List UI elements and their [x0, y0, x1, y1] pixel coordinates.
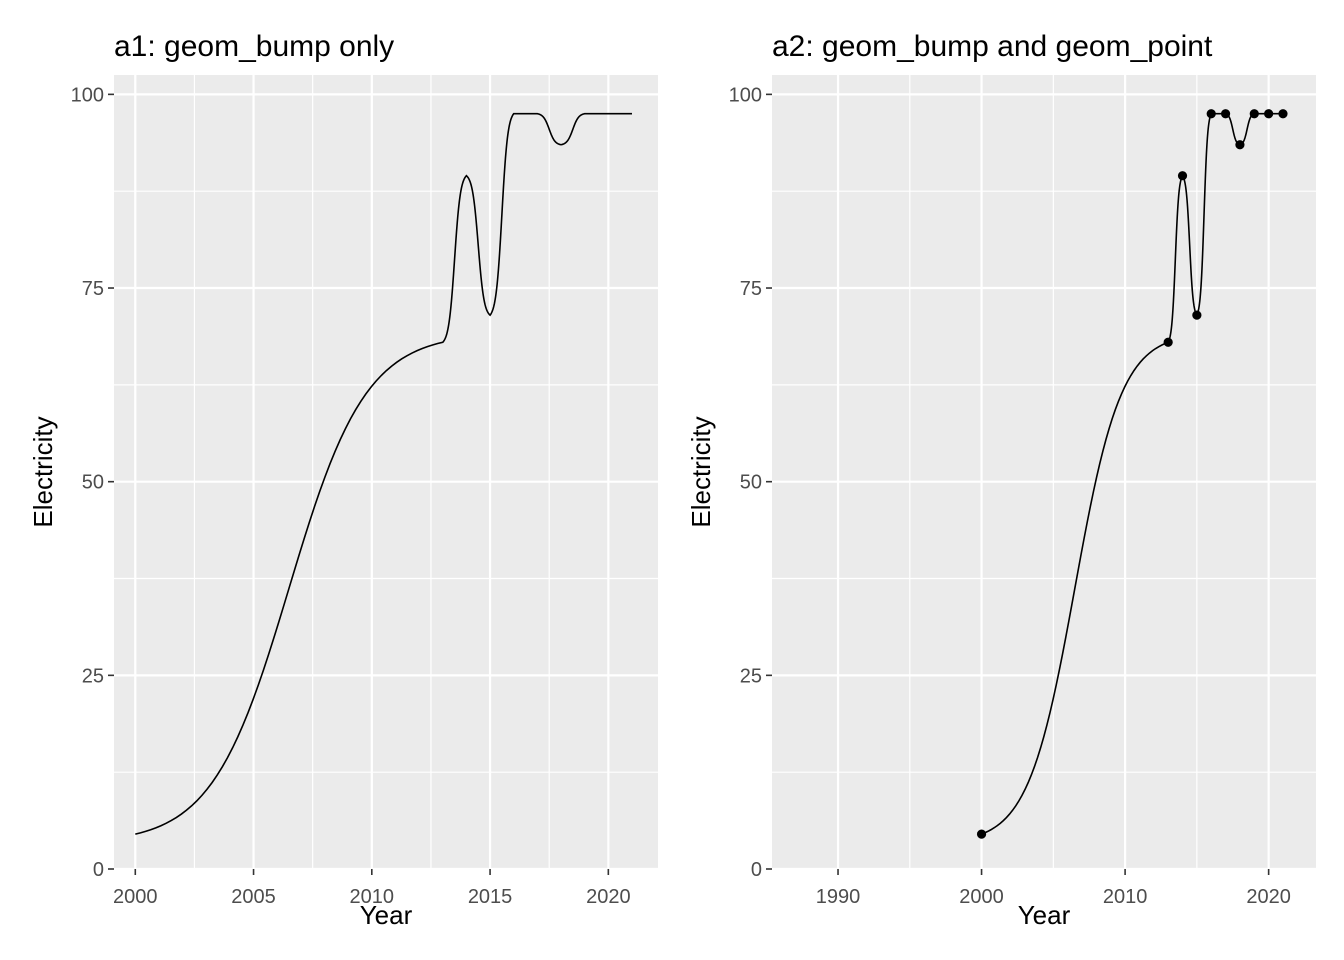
y-axis-title: Electricity — [686, 416, 716, 527]
x-tick-label: 2000 — [113, 886, 158, 908]
data-point — [1264, 109, 1274, 119]
y-tick-label: 0 — [93, 859, 104, 881]
gridlines — [772, 75, 1316, 871]
axes: 1990 2000 2010 2020 0 25 50 75 100 — [729, 84, 1291, 908]
chart-title: a2: geom_bump and geom_point — [772, 30, 1213, 63]
x-tick-label: 2005 — [231, 886, 276, 908]
x-tick-label: 2010 — [1103, 886, 1148, 908]
data-point — [1177, 171, 1188, 181]
y-tick-label: 50 — [82, 472, 104, 494]
plot-background — [772, 75, 1316, 869]
x-axis-title: Year — [360, 900, 413, 930]
y-tick-label: 25 — [82, 665, 104, 687]
gridlines — [114, 75, 658, 871]
data-point — [1278, 109, 1288, 119]
y-tick-label: 75 — [82, 278, 104, 300]
data-point — [1220, 109, 1231, 119]
chart-panel-a1: a1: geom_bump only 2000 2005 2010 2015 2020 0… — [28, 30, 658, 930]
data-point — [1206, 109, 1216, 119]
y-tick-label: 75 — [740, 278, 762, 300]
plot-background — [114, 75, 658, 869]
chart-title: a1: geom_bump only — [114, 30, 394, 63]
data-point — [1192, 310, 1202, 320]
y-axis-title: Electricity — [28, 416, 58, 527]
series-line — [135, 112, 632, 835]
x-tick-label: 2020 — [1246, 886, 1291, 908]
y-tick-label: 0 — [751, 859, 762, 881]
axes: 2000 2005 2010 2015 2020 0 25 50 75 100 — [71, 84, 631, 908]
x-tick-label: 1990 — [816, 886, 861, 908]
data-point — [976, 829, 987, 839]
y-tick-label: 100 — [729, 84, 762, 106]
chart-panel-a2: a2: geom_bump and geom_point 1990 2000 201… — [686, 30, 1316, 930]
x-tick-label: 2010 — [350, 886, 395, 908]
series-line — [981, 112, 1283, 835]
x-axis-title: Year — [1018, 900, 1071, 930]
data-point — [1235, 140, 1245, 150]
x-tick-label: 2015 — [468, 886, 513, 908]
y-tick-label: 50 — [740, 472, 762, 494]
x-tick-label: 2020 — [586, 886, 631, 908]
data-layer — [976, 109, 1288, 839]
data-layer — [135, 112, 632, 835]
y-tick-label: 100 — [71, 84, 104, 106]
y-tick-label: 25 — [740, 665, 762, 687]
data-point — [1163, 337, 1173, 347]
data-point — [1249, 109, 1259, 119]
x-tick-label: 2000 — [959, 886, 1004, 908]
